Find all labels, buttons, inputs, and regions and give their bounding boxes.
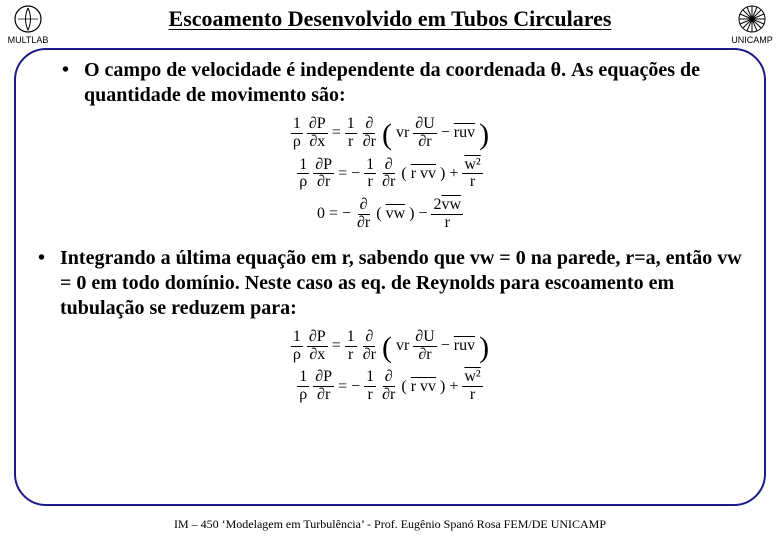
eq-den: r bbox=[468, 387, 477, 404]
eq-den: ∂r bbox=[416, 347, 433, 364]
eq-num: ∂U bbox=[413, 329, 436, 347]
eq-den: ∂r bbox=[361, 134, 378, 151]
eq-sign: = bbox=[338, 165, 347, 183]
eq-den: ρ bbox=[297, 174, 309, 191]
equation-1-1: 1ρ ∂P∂x = 1r ∂∂r ( vr ∂U∂r − ruv ) bbox=[291, 116, 489, 151]
eq-den: r bbox=[346, 347, 355, 364]
eq-den: r bbox=[365, 387, 374, 404]
eq-num: ∂ bbox=[363, 329, 375, 347]
eq-den: ∂x bbox=[307, 134, 327, 151]
minus-sign: − bbox=[418, 205, 427, 223]
equation-set-2: 1ρ ∂P∂x = 1r ∂∂r ( vr ∂U∂r − ruv ) 1ρ ∂P… bbox=[38, 329, 742, 404]
neg-sign: − bbox=[351, 378, 360, 396]
eq-den: ∂r bbox=[380, 387, 397, 404]
eq-term: ruv bbox=[454, 124, 475, 142]
eq-num: 1 bbox=[297, 157, 309, 175]
eq-sign: = bbox=[329, 205, 338, 223]
equation-1-2: 1ρ ∂P∂r = − 1r ∂∂r (r vv) + w²r bbox=[297, 157, 482, 192]
neg-sign: − bbox=[351, 165, 360, 183]
eq-num: ∂ bbox=[358, 197, 370, 215]
bullet-2-text: Integrando a última equação em r, sabend… bbox=[60, 246, 742, 321]
eq-sign: = bbox=[332, 337, 341, 355]
theta-symbol: θ bbox=[551, 59, 561, 81]
eq-num: 1 bbox=[345, 329, 357, 347]
eq-num: ∂U bbox=[413, 116, 436, 134]
plus-sign: + bbox=[449, 165, 458, 183]
paren-open-icon: ( bbox=[382, 124, 392, 145]
eq-den: ∂r bbox=[416, 134, 433, 151]
eq-term: vr bbox=[396, 124, 409, 142]
eq-den: ∂r bbox=[315, 387, 332, 404]
bullet-1-text: O campo de velocidade é independente da … bbox=[84, 58, 742, 108]
eq-num: ∂P bbox=[313, 157, 334, 175]
eq-num: ∂ bbox=[383, 157, 395, 175]
eq-den: ∂r bbox=[380, 174, 397, 191]
eq-num: 1 bbox=[291, 116, 303, 134]
eq-num: 1 bbox=[297, 369, 309, 387]
logo-left-label: MULTLAB bbox=[8, 35, 49, 45]
neg-sign: − bbox=[342, 205, 351, 223]
paren-open-icon: ( bbox=[382, 337, 392, 358]
eq-num: ∂P bbox=[307, 329, 328, 347]
eq-num: ∂P bbox=[313, 369, 334, 387]
eq-num: 1 bbox=[364, 369, 376, 387]
slide-header: MULTLAB Escoamento Desenvolvido em Tubos… bbox=[0, 0, 780, 47]
logo-left: MULTLAB bbox=[8, 4, 48, 45]
eq-den: ρ bbox=[297, 387, 309, 404]
equation-1-3: 0 = − ∂∂r (vw) − 2vwr bbox=[317, 197, 463, 232]
eq-num: 1 bbox=[345, 116, 357, 134]
bullet-1-prefix: O campo de velocidade é independente da … bbox=[84, 59, 551, 81]
eq-term: r vv bbox=[411, 165, 436, 183]
multlab-logo-icon bbox=[13, 4, 43, 34]
eq-num: w² bbox=[462, 369, 482, 387]
unicamp-logo-icon bbox=[737, 4, 767, 34]
eq-num: ∂P bbox=[307, 116, 328, 134]
eq-den: r bbox=[365, 174, 374, 191]
bullet-marker: • bbox=[62, 58, 84, 108]
content-frame: • O campo de velocidade é independente d… bbox=[14, 48, 766, 506]
eq-num: 1 bbox=[291, 329, 303, 347]
eq-term: r vv bbox=[411, 378, 436, 396]
equation-2-2: 1ρ ∂P∂r = − 1r ∂∂r (r vv) + w²r bbox=[297, 369, 482, 404]
eq-den: ∂r bbox=[315, 174, 332, 191]
eq-den: ∂r bbox=[355, 215, 372, 232]
eq-term: ruv bbox=[454, 337, 475, 355]
minus-sign: − bbox=[441, 124, 450, 142]
logo-right-label: UNICAMP bbox=[731, 35, 773, 45]
eq-num: ∂ bbox=[363, 116, 375, 134]
eq-den: r bbox=[443, 215, 452, 232]
eq-den: r bbox=[346, 134, 355, 151]
equation-2-1: 1ρ ∂P∂x = 1r ∂∂r ( vr ∂U∂r − ruv ) bbox=[291, 329, 489, 364]
eq-num: w² bbox=[462, 157, 482, 175]
bullet-2: • Integrando a última equação em r, sabe… bbox=[38, 246, 742, 321]
eq-den: ρ bbox=[291, 134, 303, 151]
eq-term: 0 bbox=[317, 205, 325, 223]
eq-den: ρ bbox=[291, 347, 303, 364]
equation-set-1: 1ρ ∂P∂x = 1r ∂∂r ( vr ∂U∂r − ruv ) 1ρ ∂P… bbox=[38, 116, 742, 232]
bullet-1: • O campo de velocidade é independente d… bbox=[38, 58, 742, 108]
eq-den: ∂r bbox=[361, 347, 378, 364]
logo-right: UNICAMP bbox=[732, 4, 772, 45]
eq-term: vw bbox=[441, 197, 461, 214]
plus-sign: + bbox=[449, 378, 458, 396]
paren-close-icon: ) bbox=[479, 124, 489, 145]
eq-num: ∂ bbox=[383, 369, 395, 387]
eq-den: r bbox=[468, 174, 477, 191]
eq-num: 1 bbox=[364, 157, 376, 175]
eq-term: vr bbox=[396, 337, 409, 355]
slide-footer: IM – 450 ‘Modelagem em Turbulência’ - Pr… bbox=[0, 517, 780, 532]
slide-title: Escoamento Desenvolvido em Tubos Circula… bbox=[48, 4, 732, 32]
eq-term: vw bbox=[386, 205, 406, 223]
eq-den: ∂x bbox=[307, 347, 327, 364]
eq-sign: = bbox=[338, 378, 347, 396]
eq-sign: = bbox=[332, 124, 341, 142]
paren-close-icon: ) bbox=[479, 337, 489, 358]
minus-sign: − bbox=[441, 337, 450, 355]
bullet-marker: • bbox=[38, 246, 60, 321]
